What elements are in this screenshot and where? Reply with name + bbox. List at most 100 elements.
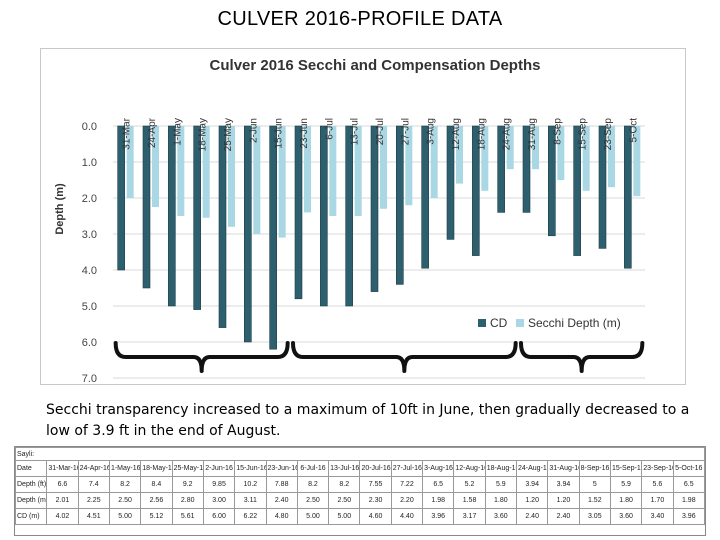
cd-bar — [522, 125, 531, 213]
table-date-header: 1-May-16 — [108, 460, 142, 477]
table-cell: 2.20 — [390, 492, 424, 509]
table-cell: 4.80 — [265, 508, 298, 525]
table-cell: 1.20 — [515, 492, 549, 509]
table-cell: 3.60 — [484, 508, 518, 525]
secchi-bar — [329, 126, 337, 216]
table-date-header: 24-Aug-16 — [515, 460, 549, 477]
table-cell: 7.88 — [265, 476, 298, 493]
cd-bar — [193, 125, 201, 310]
secchi-chart: Culver 2016 Secchi and Compensation Dept… — [54, 57, 645, 384]
y-tick-label: 0.0 — [82, 121, 97, 133]
x-tick-label: 1-May — [172, 118, 183, 146]
y-tick-label: 3.0 — [82, 229, 97, 241]
x-tick-label: 3-Aug — [426, 118, 437, 145]
table-cell: 2.80 — [171, 492, 204, 509]
legend-label-secchi: Secchi Depth (m) — [528, 316, 621, 330]
table-date-header: 24-Apr-16 — [77, 460, 110, 477]
table-cell: 5 — [578, 476, 611, 493]
table-cell: 5.61 — [171, 508, 204, 525]
secchi-bar — [152, 126, 159, 207]
table-row-label: Depth (m) — [15, 492, 48, 509]
data-table: Sayli: Date 31-Mar-16 24-Apr-16 1-May-16 18-M… — [15, 447, 705, 525]
table-title-row: Sayli: — [15, 447, 705, 461]
x-tick-label: 18-May — [198, 118, 209, 151]
table-cell: 6.5 — [422, 476, 455, 493]
table-cell: 4.51 — [77, 508, 110, 525]
secchi-bar — [582, 126, 590, 191]
cd-bar — [573, 125, 581, 256]
table-date-header: 2-Jun-16 — [202, 460, 236, 477]
table-cell: 6.5 — [672, 476, 705, 493]
x-tick-label: 8-Sep — [552, 118, 563, 145]
table-cell: 5.9 — [609, 476, 643, 493]
secchi-bar — [253, 126, 261, 234]
table-cell: 7.55 — [359, 476, 392, 493]
secchi-bar — [506, 126, 514, 170]
legend-label-cd: CD — [490, 316, 508, 330]
table-cell: 5.12 — [140, 508, 173, 525]
y-tick-label: 7.0 — [82, 373, 97, 384]
table-cell: 5.9 — [484, 476, 518, 493]
table-row: Depth (m) 2.01 2.25 2.50 2.56 2.80 3.00 3.11 2.4… — [15, 492, 705, 509]
table-cell: 4.02 — [46, 508, 79, 525]
table-date-header: 25-May-16 — [171, 460, 204, 477]
table-date-header: 31-Mar-16 — [46, 460, 79, 477]
table-cell: 1.70 — [641, 492, 674, 509]
table-cell: 2.40 — [547, 508, 580, 525]
table-cell: 5.6 — [641, 476, 674, 493]
table-cell: 2.01 — [46, 492, 79, 509]
table-cell: 1.20 — [547, 492, 580, 509]
table-cell: 10.2 — [234, 476, 267, 493]
cd-bar — [370, 125, 379, 292]
table-cell: 1.80 — [484, 492, 518, 509]
x-tick-label: 24-Apr — [147, 117, 158, 148]
table-cell: 2.30 — [359, 492, 392, 509]
x-tick-label: 31-Mar — [122, 117, 133, 149]
table-cell: 2.50 — [108, 492, 142, 509]
table-title: Sayli: — [15, 447, 705, 461]
table-cell: 9.85 — [202, 476, 236, 493]
cd-bar — [168, 125, 176, 307]
table-cell: 2.25 — [77, 492, 110, 509]
chart-title: Culver 2016 Secchi and Compensation Dept… — [210, 57, 541, 74]
table-date-header: 5-Oct-16 — [672, 460, 705, 477]
table-header-row: Date31-Mar-1624-Apr-161-May-1618-May-162… — [15, 460, 705, 477]
table-cell: 3.17 — [453, 508, 486, 525]
table-row: CD (m) 4.02 4.51 5.00 5.12 5.61 6.00 6.22 4.80 5.… — [15, 508, 705, 525]
secchi-bar — [177, 126, 185, 216]
x-tick-label: 5-Oct — [628, 118, 639, 143]
table-cell: 3.96 — [422, 508, 455, 525]
table-date-header: 6-Jul-16 — [296, 460, 330, 477]
table-cell: 1.80 — [609, 492, 643, 509]
table-cell: 1.58 — [453, 492, 486, 509]
period-bracket — [519, 341, 645, 373]
x-tick-label: 15-Sep — [578, 118, 589, 151]
table-cell: 2.40 — [515, 508, 549, 525]
table-cell: 3.94 — [547, 476, 580, 493]
cd-bar — [446, 125, 455, 240]
cd-bar — [421, 125, 429, 269]
table-cell: 6.22 — [234, 508, 267, 525]
table-cell: 5.00 — [296, 508, 330, 525]
table-date-header: 18-Aug-16 — [484, 460, 518, 477]
table-date-header: 31-Aug-16 — [547, 460, 580, 477]
table-cell: 6.00 — [202, 508, 236, 525]
x-tick-label: 31-Aug — [527, 118, 538, 150]
cd-bar — [598, 125, 607, 249]
table-cell: 6.6 — [46, 476, 79, 493]
secchi-bar — [354, 126, 362, 216]
table-date-header: 8-Sep-16 — [578, 460, 611, 477]
x-tick-label: 2-Jun — [248, 118, 259, 143]
secchi-bar — [481, 126, 489, 191]
x-tick-label: 24-Aug — [502, 118, 513, 150]
profile-data-table: Sayli: Date 31-Mar-16 24-Apr-16 1-May-16 18-M… — [14, 446, 706, 536]
x-tick-label: 25-May — [223, 118, 234, 151]
cd-bar — [320, 125, 328, 307]
secchi-bar — [228, 126, 235, 227]
x-tick-label: 20-Jul — [375, 118, 386, 145]
table-date-header: 23-Jun-16 — [265, 460, 298, 477]
secchi-bar — [202, 126, 210, 218]
chart-container: Culver 2016 Secchi and Compensation Dept… — [40, 48, 686, 385]
x-tick-label: 27-Jul — [400, 118, 411, 145]
table-date-header: 15-Jun-16 — [234, 460, 267, 477]
